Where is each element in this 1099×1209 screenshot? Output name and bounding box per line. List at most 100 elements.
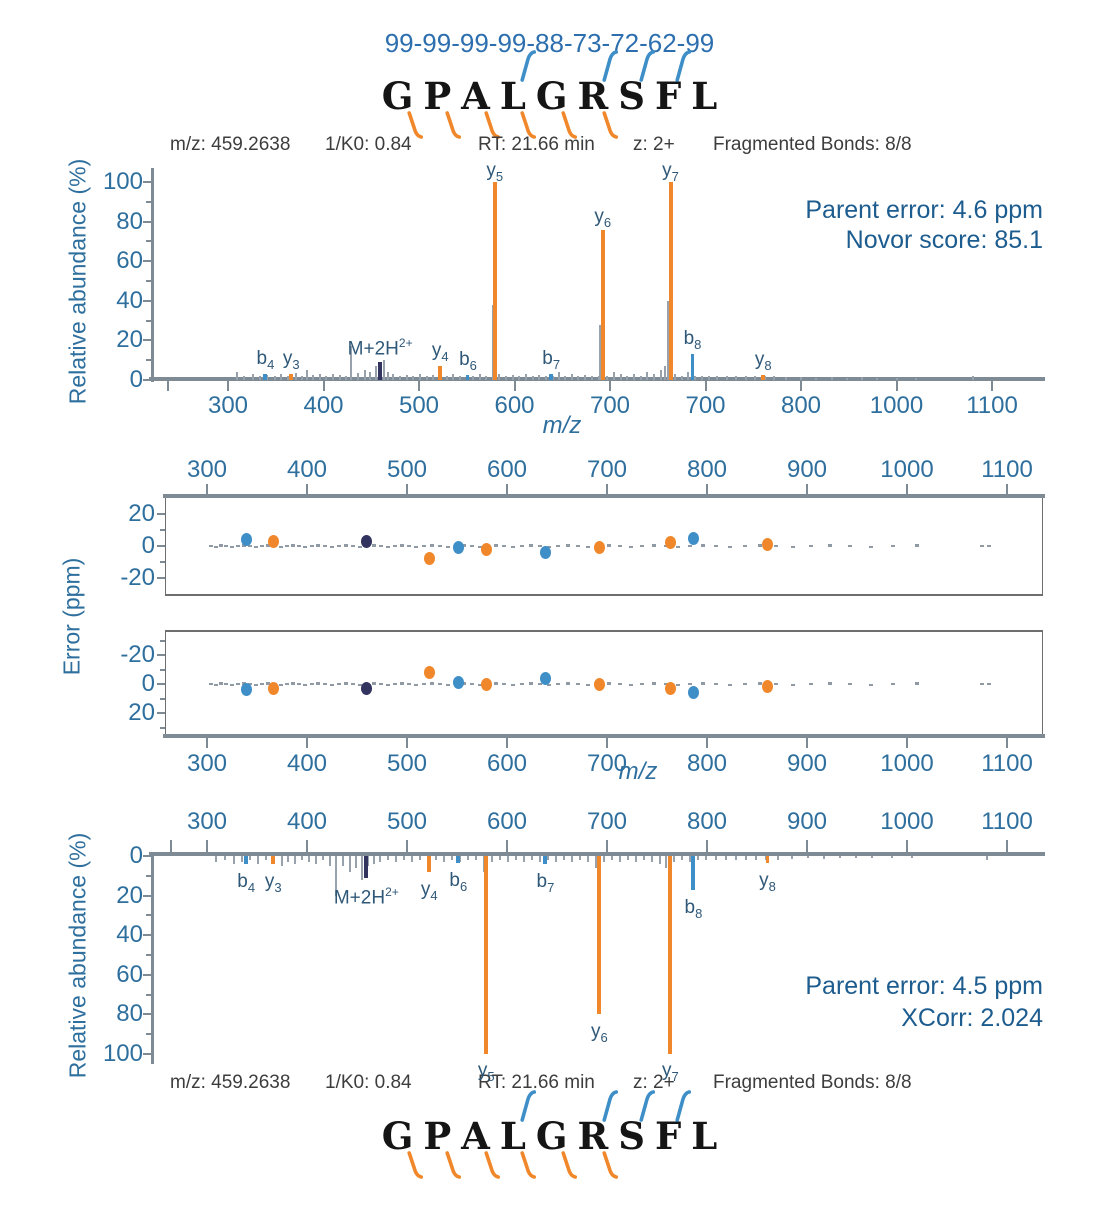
y-tick-label: 20 <box>116 881 143 909</box>
unmatched-peak <box>971 376 974 380</box>
residue-letter: L <box>499 74 526 118</box>
x-tick <box>806 484 808 494</box>
unmatched-peak <box>472 376 475 380</box>
x-tick <box>704 381 707 391</box>
unmatched-peak <box>233 856 235 864</box>
x-tick-label: 600 <box>486 808 528 835</box>
unmatched-peak <box>459 376 462 380</box>
noise-dash <box>809 545 813 548</box>
b-ion-marker <box>602 50 619 82</box>
peak-label-b4: b4 <box>237 870 256 895</box>
y-tick <box>143 299 151 302</box>
error_lower-top-border <box>165 630 1043 632</box>
error-dot-y-763 <box>664 681 676 695</box>
noise-dash <box>230 683 234 687</box>
unmatched-peak <box>432 375 435 380</box>
unmatched-peak <box>518 376 521 380</box>
error_upper-left-border <box>165 498 166 595</box>
noise-dash <box>462 682 466 685</box>
noise-dash <box>714 545 718 548</box>
y-tick-label: 60 <box>116 960 143 988</box>
noise-dash <box>236 545 240 548</box>
residue-1-G: G <box>382 1118 424 1179</box>
unmatched-peak <box>791 856 793 859</box>
noise-dash <box>556 545 560 548</box>
unmatched-peak <box>773 376 776 380</box>
unmatched-peak <box>311 375 314 380</box>
residue-3-A: A <box>461 78 500 139</box>
noise-dash <box>323 683 327 686</box>
noise-dash <box>316 544 320 547</box>
noise-dash <box>556 683 560 686</box>
y-ion-marker <box>407 1151 424 1179</box>
peak-y4 <box>438 366 442 380</box>
unmatched-peak <box>845 378 848 380</box>
noise-dash <box>337 545 341 548</box>
noise-dash <box>566 544 570 547</box>
meta-k0: 1/K0: 0.84 <box>325 1072 412 1093</box>
unmatched-peak <box>382 360 385 380</box>
unmatched-peak <box>479 374 482 380</box>
noise-dash <box>372 682 376 685</box>
peak-b8 <box>690 354 694 380</box>
top-spectrum-x-axis <box>149 377 1045 381</box>
error-dot-b-339 <box>240 683 252 697</box>
noise-dash <box>248 545 252 548</box>
unmatched-peak <box>367 856 369 866</box>
unmatched-peak <box>395 856 397 862</box>
error_lower-left-border <box>165 630 166 734</box>
y-tick <box>143 379 151 381</box>
unmatched-peak <box>350 346 353 380</box>
x-tick-label: 700 <box>589 392 631 419</box>
x-tick-label: 500 <box>386 808 428 835</box>
error-dot-precursor-459 <box>360 534 372 548</box>
unmatched-peak <box>876 378 879 380</box>
noise-dash <box>758 544 762 547</box>
unmatched-peak <box>855 856 857 858</box>
unmatched-peak <box>257 856 259 864</box>
noise-dash <box>987 545 991 548</box>
unmatched-peak <box>363 370 366 380</box>
noise-dash <box>297 545 301 548</box>
peak-b7 <box>549 374 553 380</box>
unmatched-peak <box>306 370 309 380</box>
error-dot-y-861 <box>762 537 773 551</box>
residue-6-R: R <box>578 50 619 139</box>
noise-dash <box>791 683 795 687</box>
peak-b4 <box>244 856 248 864</box>
y-tick <box>143 1053 151 1055</box>
error_lower-right-border <box>1042 630 1043 734</box>
unmatched-peak <box>523 856 525 862</box>
noise-dash <box>743 683 747 686</box>
residue-letter: G <box>535 1114 568 1158</box>
x-tick <box>606 738 608 748</box>
unmatched-peak <box>511 375 514 380</box>
unmatched-peak <box>491 304 494 380</box>
meta-k0: 1/K0: 0.84 <box>325 134 412 155</box>
unmatched-peak <box>659 370 662 380</box>
meta-mz: m/z: 459.2638 <box>170 134 291 155</box>
peak-b6 <box>456 856 460 863</box>
x-tick <box>1006 840 1008 852</box>
peak-M+2H <box>364 856 368 878</box>
unmatched-peak <box>342 856 344 866</box>
noise-dash <box>386 683 390 687</box>
unmatched-peak <box>612 372 615 380</box>
unmatched-peak <box>387 856 389 860</box>
peak-label-y5: y5 <box>477 1060 495 1084</box>
y-minor-tick <box>146 319 151 322</box>
unmatched-peak <box>373 856 375 864</box>
x-tick <box>800 381 802 391</box>
noise-dash <box>214 683 218 687</box>
unmatched-peak <box>369 372 372 380</box>
unmatched-peak <box>280 374 283 380</box>
noise-dash <box>607 544 611 547</box>
unmatched-peak <box>249 856 251 860</box>
x-tick-label: 400 <box>286 750 328 777</box>
b-ion-marker <box>520 1090 536 1122</box>
y-tick-label: -20 <box>120 564 155 591</box>
meta-charge: z: 2+ <box>633 134 675 155</box>
residue-letter: P <box>423 1114 452 1158</box>
peak-M+2H <box>378 362 382 380</box>
noise-dash <box>279 545 283 549</box>
